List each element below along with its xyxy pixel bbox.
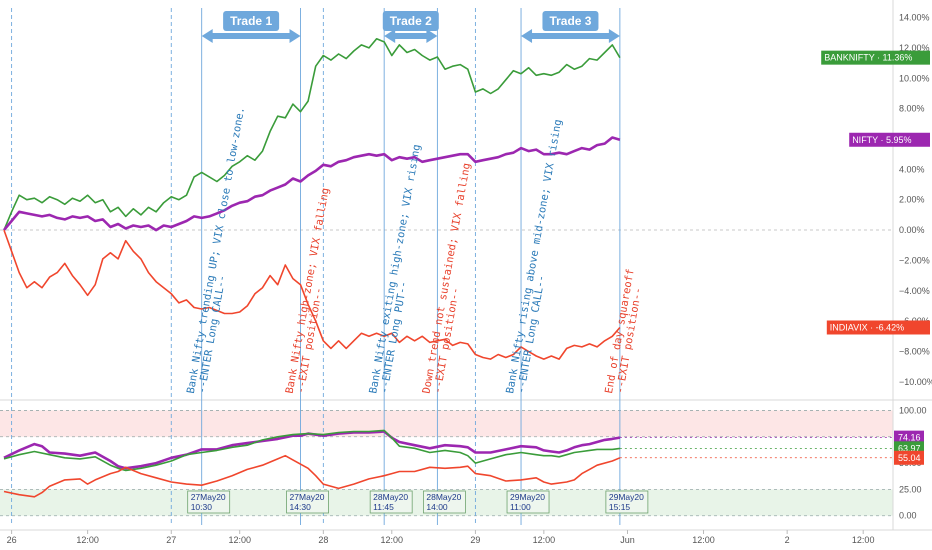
last-value-tag-text: INDIAVIX · -6.42% (830, 322, 904, 332)
rsi-last-value-tag-text: 74.16 (898, 433, 921, 443)
price-axis-tick-label: −4.00% (899, 286, 930, 296)
price-axis-tick-label: −2.00% (899, 255, 930, 265)
time-box-text: 29May20 (609, 492, 644, 502)
series-line-indiavix (3, 229, 621, 360)
x-axis-tick-label: 12:00 (852, 535, 875, 545)
trade-marker: Trade 3 (521, 11, 620, 43)
price-axis-tick-label: 12.00% (899, 43, 930, 53)
trade-arrow-left-head (201, 29, 213, 43)
trade-label: Trade 1 (230, 14, 272, 28)
x-axis-tick-label: 12:00 (76, 535, 99, 545)
time-box-frame (286, 490, 329, 514)
trade-label-box (382, 11, 439, 31)
trade-arrow-left-head (521, 29, 533, 43)
annotation: Bank Nifty trending UP; VIX close to low… (185, 106, 247, 394)
x-axis-tick-label: 29 (470, 535, 480, 545)
time-box-text: 15:15 (609, 502, 631, 512)
price-axis-tick-label: 10.00% (899, 73, 930, 83)
time-box-frame (187, 490, 231, 514)
trade-label-box (223, 11, 280, 31)
annotation: Down trend not sustained; VIX falling--E… (421, 162, 473, 394)
rsi-last-value-tag-text: 63.97 (898, 443, 921, 453)
time-box-text: 29May20 (510, 492, 545, 502)
trade-arrow-right-head (426, 29, 438, 43)
series-line-banknifty (3, 38, 621, 231)
trade-arrow-right-head (608, 29, 620, 43)
time-box-text: 28May20 (426, 492, 461, 502)
trade-arrow-left-head (384, 29, 396, 43)
time-box-text: 28May20 (373, 492, 408, 502)
x-axis-tick-label: 12:00 (228, 535, 251, 545)
last-value-tag-text: NIFTY · 5.95% (852, 135, 911, 145)
last-value-tag (826, 320, 930, 335)
x-axis-tick-label: 2 (785, 535, 790, 545)
rsi-line (3, 430, 621, 470)
annotation: End of day squareoff--EXIT position-- (603, 268, 644, 395)
rsi-last-value-tag-text: 55.04 (898, 453, 921, 463)
trade-arrow-right-head (289, 29, 301, 43)
last-value-tag-text: BANKNIFTY · 11.36% (824, 53, 912, 63)
rsi-line (3, 454, 621, 498)
x-axis-tick-label: 12:00 (692, 535, 715, 545)
x-axis-tick-label: 12:00 (381, 535, 404, 545)
rsi-last-value-tag (894, 430, 924, 445)
trade-label: Trade 3 (549, 14, 591, 28)
price-axis-tick-label: 4.00% (899, 164, 925, 174)
trade-marker: Trade 1 (201, 11, 301, 43)
rsi-axis-tick-label: 25.00 (899, 484, 922, 494)
time-box-text: 10:30 (191, 502, 213, 512)
annotation-text: Bank Nifty trending UP; VIX close to low… (185, 106, 247, 394)
price-axis-tick-label: 2.00% (899, 195, 925, 205)
time-box-frame (605, 490, 649, 514)
time-box-text: 27May20 (191, 492, 226, 502)
overbought-band (0, 410, 893, 437)
price-axis-tick-label: −10.00% (899, 377, 932, 387)
price-axis-tick-label: 8.00% (899, 104, 925, 114)
time-box-text: 11:45 (373, 502, 394, 512)
annotation: Bank Nifty high-zone; VIX falling--EXIT … (284, 187, 332, 395)
last-value-tag (849, 132, 930, 147)
rsi-line (3, 429, 621, 472)
x-axis-tick-label: 26 (7, 535, 17, 545)
rsi-last-value-tag (894, 450, 924, 465)
x-axis-tick-label: Jun (620, 535, 635, 545)
last-value-tag (821, 50, 930, 65)
price-axis-tick-label: −8.00% (899, 346, 930, 356)
time-box-text: 14:30 (290, 502, 312, 512)
time-box-frame (506, 490, 550, 514)
series-line-nifty (3, 136, 621, 232)
x-axis-tick-label: 28 (318, 535, 328, 545)
trade-label: Trade 2 (390, 14, 432, 28)
time-box-text: 14:00 (426, 502, 448, 512)
x-axis-tick-label: 12:00 (533, 535, 556, 545)
annotation: Bank Nifty rising above mid-zone; VIX ri… (504, 119, 564, 395)
rsi-axis-tick-label: 0.00 (899, 511, 917, 521)
time-box-text: 27May20 (290, 492, 325, 502)
trade-label-box (542, 11, 599, 31)
trade-marker: Trade 2 (382, 11, 439, 43)
time-box-frame (422, 490, 466, 514)
x-axis-tick-label: 27 (166, 535, 176, 545)
price-axis-tick-label: 0.00% (899, 225, 925, 235)
price-axis-tick-label: 14.00% (899, 13, 930, 23)
time-box-text: 11:00 (510, 502, 531, 512)
rsi-axis-tick-label: 100.00 (899, 405, 927, 415)
time-box-frame (369, 490, 413, 514)
annotation: Bank Nifty exiting high-zone; VIX rising… (367, 143, 423, 394)
